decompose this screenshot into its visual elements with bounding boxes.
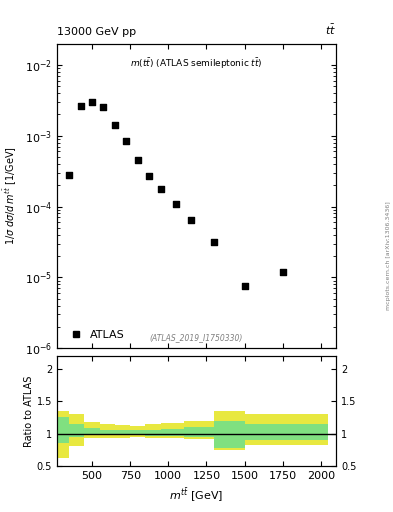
Point — [279, 268, 286, 276]
Point — [158, 185, 164, 194]
Point — [173, 200, 179, 208]
Point — [146, 172, 152, 180]
Point — [112, 121, 118, 130]
Point — [241, 282, 248, 290]
Text: $m(t\bar{t})$ (ATLAS semileptonic $t\bar{t}$): $m(t\bar{t})$ (ATLAS semileptonic $t\bar… — [130, 56, 263, 71]
Point — [188, 216, 194, 224]
Y-axis label: Ratio to ATLAS: Ratio to ATLAS — [24, 375, 34, 446]
Point — [89, 98, 95, 106]
Text: 13000 GeV pp: 13000 GeV pp — [57, 27, 136, 37]
Text: (ATLAS_2019_I1750330): (ATLAS_2019_I1750330) — [150, 333, 243, 342]
Text: mcplots.cern.ch [arXiv:1306.3436]: mcplots.cern.ch [arXiv:1306.3436] — [386, 202, 391, 310]
Point — [211, 238, 217, 246]
Y-axis label: $1/\sigma\;d\sigma/d\,m^{t\bar{t}}$ [1/GeV]: $1/\sigma\;d\sigma/d\,m^{t\bar{t}}$ [1/G… — [2, 146, 19, 245]
Legend: ATLAS: ATLAS — [62, 328, 127, 343]
Text: $t\bar{t}$: $t\bar{t}$ — [325, 23, 336, 37]
X-axis label: $m^{t\bar{t}}$ [GeV]: $m^{t\bar{t}}$ [GeV] — [169, 486, 224, 504]
Point — [123, 137, 130, 145]
Point — [77, 102, 84, 111]
Point — [100, 103, 107, 112]
Point — [66, 170, 72, 179]
Point — [135, 156, 141, 164]
